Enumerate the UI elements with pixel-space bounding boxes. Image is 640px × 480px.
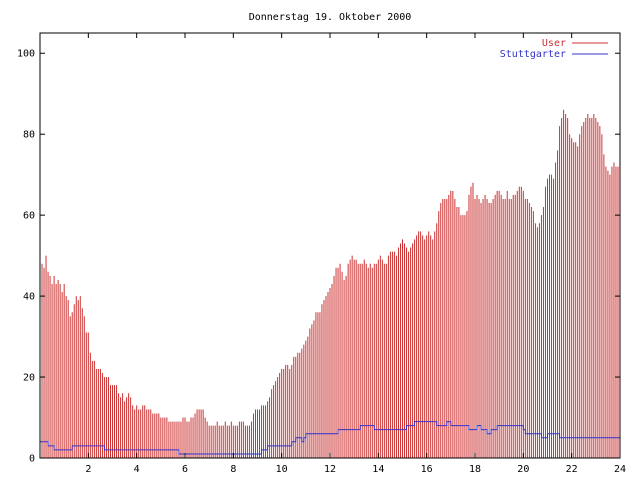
y-tick-label: 40	[23, 292, 35, 303]
x-tick-label: 18	[469, 464, 481, 475]
y-axis: 0 20 40 60 80 100	[17, 49, 620, 465]
x-tick-label: 20	[517, 464, 529, 475]
y-tick-label: 60	[23, 211, 35, 222]
x-tick-label: 14	[372, 464, 384, 475]
x-axis: 2 4 6 8 10 12 14 16 18 20 22 24	[85, 33, 626, 475]
x-tick-label: 10	[276, 464, 288, 475]
x-tick-label: 12	[324, 464, 336, 475]
legend: User Stuttgarter	[500, 38, 608, 60]
x-tick-label: 4	[134, 464, 140, 475]
legend-label-stuttgarter: Stuttgarter	[500, 49, 566, 60]
y-tick-label: 100	[17, 49, 35, 60]
x-tick-label: 6	[182, 464, 188, 475]
x-tick-label: 2	[85, 464, 91, 475]
x-tick-label: 22	[566, 464, 578, 475]
chart-title: Donnerstag 19. Oktober 2000	[249, 12, 412, 23]
y-tick-label: 20	[23, 373, 35, 384]
y-tick-label: 80	[23, 130, 35, 141]
x-tick-label: 8	[230, 464, 236, 475]
x-tick-label: 24	[614, 464, 626, 475]
stuttgarter-series-line	[40, 421, 620, 455]
user-series-bars	[39, 109, 621, 458]
y-tick-label: 0	[29, 454, 35, 465]
x-tick-label: 16	[421, 464, 433, 475]
legend-label-user: User	[542, 38, 566, 49]
